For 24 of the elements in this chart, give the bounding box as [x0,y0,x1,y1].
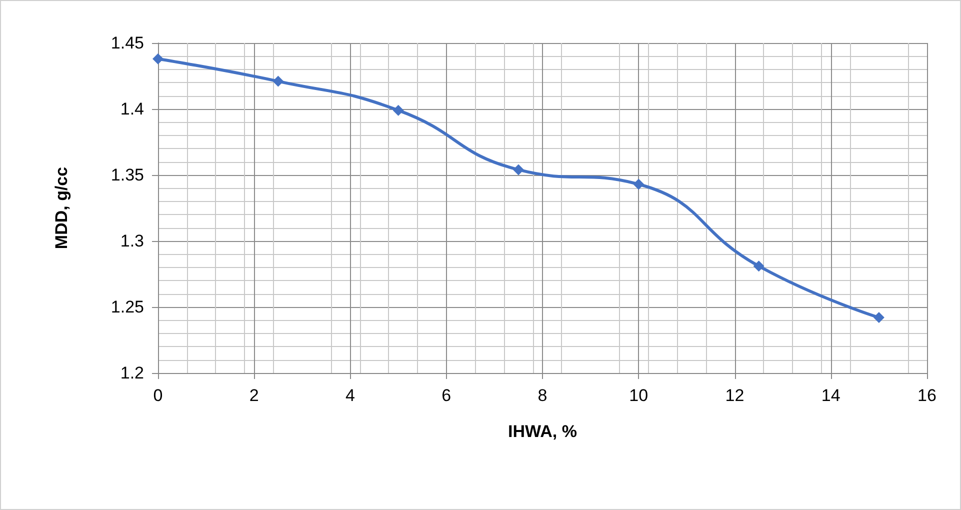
point [152,53,164,64]
x-tick-label: 12 [725,386,744,405]
point [512,164,524,176]
y-tick-label: 1.2 [120,364,144,382]
x-tick-label: 16 [918,386,936,405]
x-tick-label: 10 [629,386,648,405]
y-tick-label: 1.25 [110,298,144,316]
point [753,260,764,272]
point [633,178,644,190]
x-tick-label: 14 [821,386,840,405]
x-axis-title: IHWA, % [508,422,577,441]
y-tick-label: 1.3 [120,232,144,250]
x-tick-label: 8 [538,386,548,405]
y-tick-label: 1.4 [120,100,144,118]
x-tick-label: 0 [153,386,163,405]
y-tick-label: 1.45 [110,34,144,52]
point [392,104,404,116]
point [272,76,284,87]
y-axis-title: MDD, g/cc [52,166,71,250]
x-tick-label: 6 [442,386,452,405]
point [873,312,884,324]
x-tick-label: 2 [249,386,259,405]
x-tick-label: 4 [346,386,355,405]
y-tick-label: 1.35 [110,166,144,184]
